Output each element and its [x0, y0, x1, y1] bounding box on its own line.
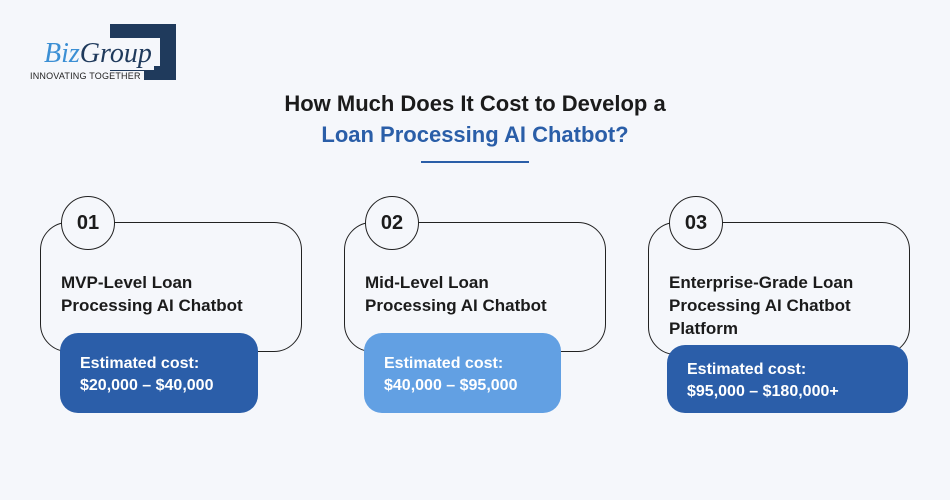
cost-label: Estimated cost: [384, 355, 504, 372]
logo-biz: Biz [44, 38, 80, 69]
card-title: Enterprise-Grade Loan Processing AI Chat… [669, 273, 854, 338]
logo-group: Group [79, 38, 152, 69]
page-title: How Much Does It Cost to Develop a Loan … [0, 88, 950, 150]
cost-label: Estimated cost: [80, 355, 200, 372]
logo-wordmark: BizGroup [44, 38, 154, 70]
title-line2: Loan Processing AI Chatbot? [321, 122, 629, 147]
cost-badge-enterprise: Estimated cost: $95,000 – $180,000+ [667, 345, 908, 413]
card-number: 02 [365, 196, 419, 250]
title-divider [421, 161, 529, 163]
card-number: 01 [61, 196, 115, 250]
cost-label: Estimated cost: [687, 361, 807, 378]
logo-tagline: INNOVATING TOGETHER [30, 71, 144, 81]
bizgroup-logo: BizGroup INNOVATING TOGETHER [20, 24, 176, 84]
card-title: MVP-Level Loan Processing AI Chatbot [61, 273, 243, 315]
card-number: 03 [669, 196, 723, 250]
cost-badge-mvp: Estimated cost: $20,000 – $40,000 [60, 333, 258, 413]
cost-range: $20,000 – $40,000 [80, 377, 214, 394]
cost-badge-mid: Estimated cost: $40,000 – $95,000 [364, 333, 561, 413]
cost-range: $95,000 – $180,000+ [687, 383, 839, 400]
cost-card-mid: 02 Mid-Level Loan Processing AI Chatbot [344, 196, 606, 352]
cost-card-mvp: 01 MVP-Level Loan Processing AI Chatbot [40, 196, 302, 352]
card-title: Mid-Level Loan Processing AI Chatbot [365, 273, 547, 315]
cost-card-enterprise: 03 Enterprise-Grade Loan Processing AI C… [648, 196, 910, 355]
title-line1: How Much Does It Cost to Develop a [284, 91, 666, 116]
cost-range: $40,000 – $95,000 [384, 377, 518, 394]
